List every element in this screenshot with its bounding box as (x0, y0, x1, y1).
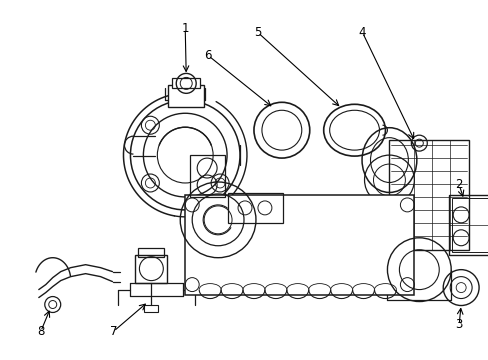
Text: 7: 7 (109, 325, 117, 338)
Bar (451, 198, 487, 252)
Bar (185, 195, 413, 294)
Bar (168, 85, 203, 107)
Bar (144, 305, 158, 312)
Text: 4: 4 (358, 26, 366, 39)
Text: 2: 2 (454, 179, 462, 192)
Bar (138, 248, 164, 257)
Bar (448, 195, 488, 255)
Bar (135, 255, 167, 283)
Bar (227, 193, 282, 223)
Text: 6: 6 (204, 49, 211, 62)
Bar (388, 140, 468, 250)
Text: 5: 5 (254, 26, 261, 39)
Text: 1: 1 (181, 22, 188, 35)
Text: 3: 3 (454, 318, 462, 331)
Bar (172, 78, 200, 88)
Bar (190, 155, 224, 197)
Text: 8: 8 (37, 325, 44, 338)
